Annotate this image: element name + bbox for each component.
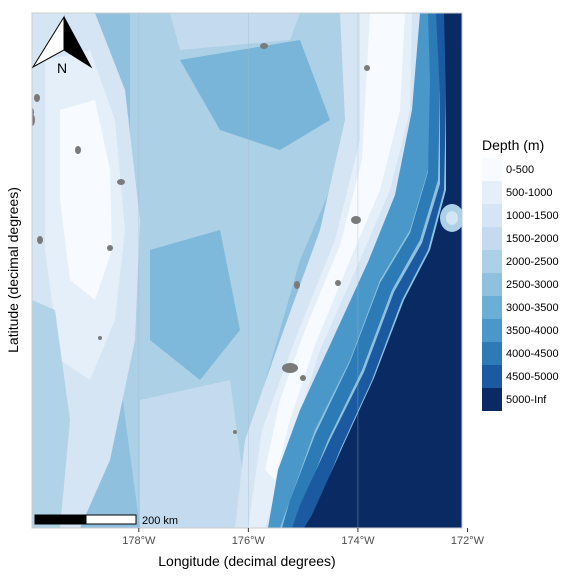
x-tick-label-0: 178°W bbox=[122, 535, 156, 547]
legend-label-9: 4500-5000 bbox=[506, 371, 559, 383]
depth-field-1500-2000 bbox=[140, 380, 250, 528]
legend-label-3: 1500-2000 bbox=[506, 233, 559, 245]
trench-2500-3500 bbox=[268, 13, 432, 528]
legend-swatch-2 bbox=[482, 204, 502, 227]
x-tick-label-1: 176°W bbox=[232, 535, 266, 547]
seamount-east-inner bbox=[446, 211, 458, 225]
island-12 bbox=[300, 375, 306, 381]
legend-swatch-5 bbox=[482, 273, 502, 296]
map-panel bbox=[32, 13, 462, 528]
island-1 bbox=[364, 65, 370, 71]
east-ridge-0-500 bbox=[265, 13, 405, 480]
depth-field-3000-3500 bbox=[180, 40, 330, 150]
island-5 bbox=[117, 179, 125, 185]
north-arrow-right-half bbox=[63, 16, 93, 69]
legend-label-7: 3500-4000 bbox=[506, 325, 559, 337]
map-panel-border bbox=[31, 12, 463, 529]
x-axis-ticks: 178°W 176°W 174°W 172°W bbox=[122, 528, 485, 547]
x-axis-title: Longitude (decimal degrees) bbox=[158, 553, 335, 569]
scale-bar: 200 km bbox=[34, 514, 178, 527]
scale-bar-white-segment bbox=[85, 514, 137, 525]
legend-label-5: 2500-3000 bbox=[506, 279, 559, 291]
trench-4500-5000 bbox=[292, 13, 448, 528]
island-0 bbox=[260, 43, 268, 49]
island-8 bbox=[351, 216, 361, 224]
island-13 bbox=[98, 336, 102, 340]
island-6 bbox=[37, 236, 43, 244]
island-14 bbox=[233, 430, 237, 434]
island-9 bbox=[294, 281, 300, 289]
legend-swatch-8 bbox=[482, 342, 502, 365]
legend-swatch-1 bbox=[482, 181, 502, 204]
island-7 bbox=[107, 245, 113, 251]
west-ridge-deep-strip bbox=[32, 300, 70, 528]
west-ridge-0-500 bbox=[60, 100, 112, 300]
depth-field-3000-3500-b bbox=[150, 230, 240, 380]
depth-field-1500-2000-b bbox=[170, 13, 300, 50]
legend-label-4: 2000-2500 bbox=[506, 256, 559, 268]
island-10 bbox=[335, 280, 341, 286]
legend-swatch-7 bbox=[482, 319, 502, 342]
island-4 bbox=[75, 146, 81, 154]
legend-swatch-6 bbox=[482, 296, 502, 319]
scale-bar-black-segment bbox=[34, 514, 87, 525]
scale-bar-label: 200 km bbox=[142, 515, 178, 527]
y-axis-title: Latitude (decimal degrees) bbox=[5, 187, 21, 353]
north-arrow-label: N bbox=[57, 60, 67, 76]
legend: Depth (m) 0-500 500-1000 1000-1500 1500-200… bbox=[482, 137, 559, 411]
north-arrow: N bbox=[31, 15, 93, 76]
trench-5000-inf bbox=[304, 13, 462, 528]
x-tick-label-2: 174°W bbox=[341, 535, 375, 547]
legend-label-1: 500-1000 bbox=[506, 187, 553, 199]
legend-swatch-9 bbox=[482, 365, 502, 388]
island-2 bbox=[34, 94, 40, 102]
legend-label-2: 1000-1500 bbox=[506, 210, 559, 222]
legend-label-8: 4000-4500 bbox=[506, 348, 559, 360]
graticule bbox=[138, 13, 359, 528]
legend-label-0: 0-500 bbox=[506, 164, 534, 176]
legend-swatch-0 bbox=[482, 158, 502, 181]
legend-swatch-3 bbox=[482, 227, 502, 250]
legend-swatch-4 bbox=[482, 250, 502, 273]
legend-label-10: 5000-Inf bbox=[506, 394, 547, 406]
island-11 bbox=[282, 363, 298, 373]
legend-title: Depth (m) bbox=[482, 137, 544, 153]
island-15 bbox=[32, 114, 35, 126]
x-tick-label-3: 172°W bbox=[451, 535, 485, 547]
land-islands bbox=[32, 43, 370, 434]
legend-swatch-10 bbox=[482, 388, 502, 411]
legend-label-6: 3000-3500 bbox=[506, 302, 559, 314]
